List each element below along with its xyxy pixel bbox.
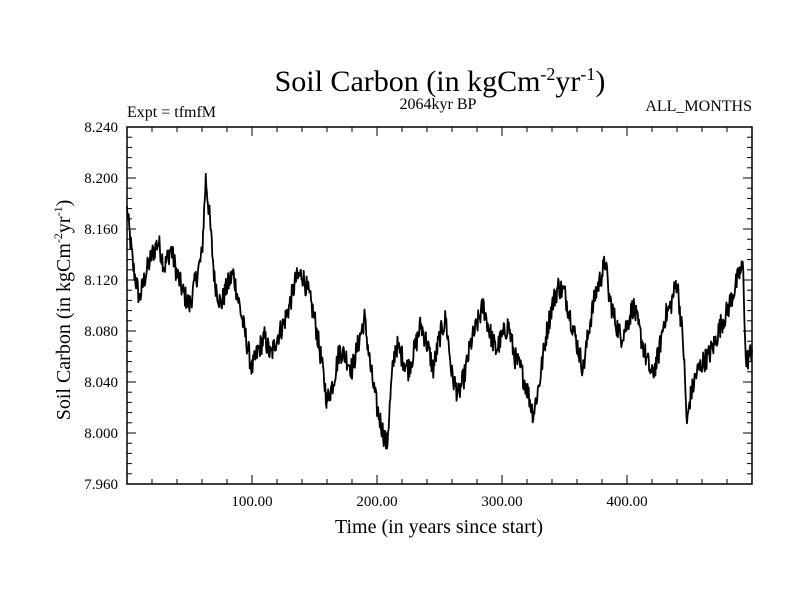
- subtitle-right: ALL_MONTHS: [645, 98, 752, 115]
- y-tick-label: 8.080: [84, 324, 118, 340]
- y-tick-label: 8.160: [84, 222, 118, 238]
- x-tick-label: 300.00: [481, 494, 522, 510]
- x-tick-label: 100.00: [231, 494, 272, 510]
- y-tick-label: 8.240: [84, 120, 118, 136]
- plot-frame: [126, 126, 753, 485]
- subtitle-left: Expt = tfmfM: [127, 104, 216, 121]
- x-tick-label: 400.00: [606, 494, 647, 510]
- series-line: [126, 172, 753, 450]
- y-tick-label: 8.000: [84, 426, 118, 442]
- series-group: [126, 172, 753, 450]
- y-tick-label: 7.960: [84, 477, 118, 493]
- y-tick-label: 8.040: [84, 375, 118, 391]
- y-tick-label: 8.120: [84, 273, 118, 289]
- x-tick-label: 200.00: [356, 494, 397, 510]
- subtitle-center: 2064kyr BP: [400, 96, 477, 113]
- series-group-soil-carbon: [126, 172, 753, 450]
- chart-title: Soil Carbon (in kgCm-2yr-1): [275, 64, 606, 98]
- ticks-group: 7.960 8.000 8.040 8.080 8.120 8.160 8.200 8.240…: [84, 120, 752, 510]
- x-axis-label: Time (in years since start): [335, 516, 543, 538]
- y-tick-label: 8.200: [84, 171, 118, 187]
- y-axis-label: Soil Carbon (in kgCm-2yr-1): [51, 200, 75, 421]
